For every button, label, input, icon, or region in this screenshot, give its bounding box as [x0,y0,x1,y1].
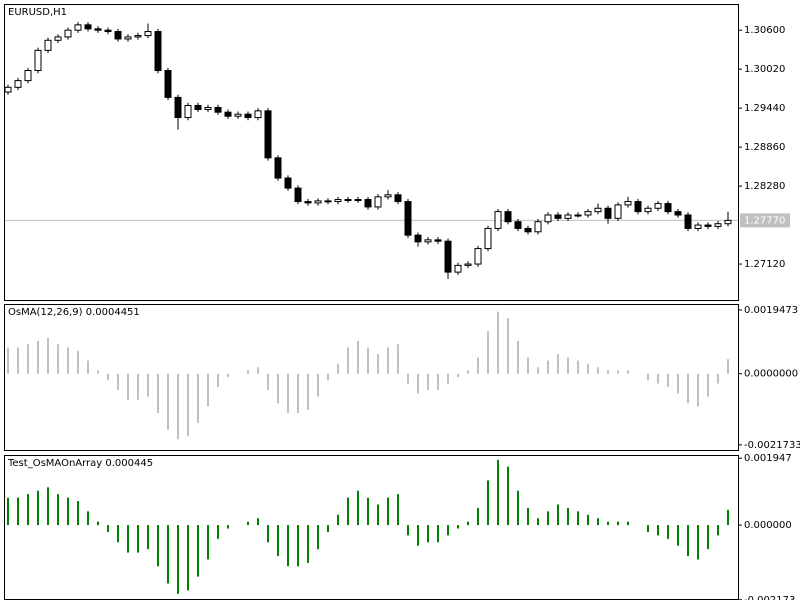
candle-body [304,201,312,204]
candle-body [214,106,222,113]
candle-body [294,187,302,203]
candle-body [694,224,702,229]
candle-body [324,200,332,203]
candle-body [434,239,442,242]
pane-title: OsMA(12,26,9) 0.0004451 [8,307,140,318]
y-tick-label: -0.0021733 [744,440,800,451]
candle-body [104,29,112,33]
candle-body [254,110,262,119]
candle-body [374,196,382,208]
pane-border [4,4,739,301]
candle-body [284,177,292,189]
candle-body [714,223,722,227]
candle-body [154,31,162,72]
candle-body [34,49,42,72]
candle-body [114,31,122,40]
current-price-box [740,213,790,228]
y-tick-label: 0.000000 [744,520,792,531]
candle-body [384,194,392,198]
candle-body [524,227,532,233]
y-tick-label: 1.28280 [744,181,785,192]
y-tick-label: 1.28860 [744,142,785,153]
candle-body [704,224,712,227]
candle-body [724,219,732,225]
candle-body [484,227,492,250]
candle-body [594,207,602,213]
candle-body [244,113,252,119]
y-tick-label: 1.27120 [744,259,785,270]
candle-body [424,239,432,243]
candle-body [684,214,692,229]
candle-body [514,221,522,229]
candle-body [454,264,462,273]
candle-body [544,214,552,223]
candle-body [134,35,142,38]
candle-body [604,207,612,219]
candle-body [634,201,642,213]
candle-body [534,221,542,233]
candle-body [44,39,52,51]
candle-body [474,248,482,265]
candle-body [614,204,622,219]
candle-body [404,201,412,236]
candle-body [574,214,582,217]
candle-body [194,104,202,110]
candle-body [674,211,682,216]
candle-body [64,29,72,38]
y-tick-label: 1.30020 [744,64,785,75]
y-tick-label: 1.29440 [744,103,785,114]
candle-body [174,96,182,119]
candle-body [234,113,242,117]
candle-body [564,214,572,219]
candle-body [4,86,12,93]
candle-body [644,207,652,213]
candle-body [664,203,672,213]
candle-body [124,36,132,40]
candle-body [394,194,402,203]
candle-body [204,106,212,110]
candle-body [274,157,282,179]
y-tick-label: 1.30600 [744,25,785,36]
candle-body [364,199,372,208]
candle-body [654,203,662,209]
candle-body [14,80,22,88]
candle-body [94,28,102,31]
candle-body [444,240,452,273]
candle-body [624,201,632,206]
candle-body [224,111,232,117]
candle-body [74,24,82,31]
y-tick-label: 0.0019473 [744,305,798,316]
candle-body [464,263,472,266]
current-price-label: 1.27770 [744,215,785,226]
candle-body [354,199,362,202]
y-tick-label: 0.001947 [744,453,792,464]
pane-title: EURUSD,H1 [8,7,67,18]
candle-body [264,110,272,159]
candle-body [334,199,342,203]
candle-body [24,70,32,82]
candle-body [504,211,512,223]
candle-body [54,36,62,41]
pane-title: Test_OsMAOnArray 0.000445 [7,458,153,469]
candle-body [344,199,352,202]
candle-body [144,31,152,37]
plot-area [7,311,729,440]
candle-body [414,234,422,243]
plot-area [4,22,738,279]
candle-body [84,24,92,30]
candle-body [554,214,562,219]
pane-border [4,304,739,451]
candle-body [164,70,172,98]
candle-body [584,211,592,216]
candle-body [314,200,322,204]
y-tick-label: -0.002173 [744,595,795,600]
candle-body [184,104,192,119]
y-tick-label: 0.0000000 [744,369,798,380]
candle-body [494,211,502,229]
plot-area [7,459,729,594]
